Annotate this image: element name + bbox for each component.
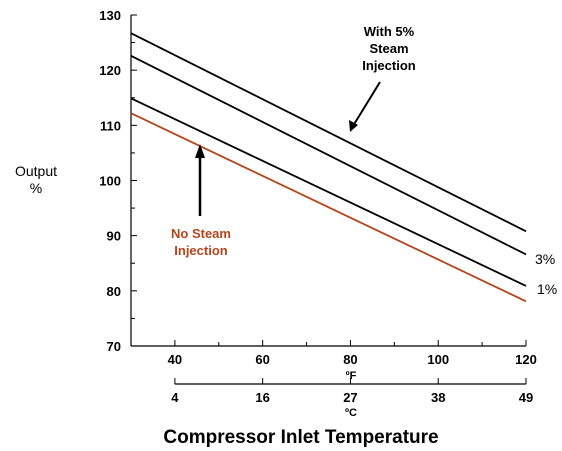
annotation-nosteam-arrowhead bbox=[195, 144, 205, 158]
y-tick-label: 120 bbox=[99, 63, 121, 78]
x-axis-unit-fahrenheit: ºF bbox=[346, 370, 357, 382]
x-tick-label-f: 40 bbox=[168, 352, 182, 367]
annotation-steam-arrowhead bbox=[349, 120, 358, 132]
x-tick-label-f: 60 bbox=[255, 352, 269, 367]
series-end-label-3pct: 3% bbox=[535, 251, 555, 267]
series-end-label-1pct: 1% bbox=[537, 281, 557, 297]
y-tick-label: 80 bbox=[107, 284, 121, 299]
y-tick-label: 130 bbox=[99, 8, 121, 23]
x-tick-label-f: 120 bbox=[515, 352, 537, 367]
annotation-steam-line2: Steam bbox=[369, 41, 408, 56]
x-tick-label-f: 80 bbox=[343, 352, 357, 367]
series-lines bbox=[130, 32, 527, 303]
annotation-nosteam-line1: No Steam bbox=[171, 226, 231, 241]
annotation-steam-line3: Injection bbox=[362, 58, 416, 73]
y-tick-label: 90 bbox=[107, 229, 121, 244]
x-tick-label-f: 100 bbox=[427, 352, 449, 367]
x-tick-label-c: 27 bbox=[343, 390, 357, 405]
annotations: With 5% Steam Injection No Steam Injecti… bbox=[171, 24, 557, 297]
y-tick-label: 100 bbox=[99, 174, 121, 189]
annotation-nosteam-line2: Injection bbox=[174, 243, 228, 258]
axes: 70 80 90 100 110 120 130 40 60 80 100 120 4 16 27 38 49 bbox=[99, 8, 537, 405]
x-tick-label-c: 38 bbox=[431, 390, 445, 405]
x-axis-unit-celsius: ºC bbox=[345, 407, 357, 419]
series-line-3 bbox=[130, 97, 527, 287]
series-line-2 bbox=[130, 54, 527, 256]
y-tick-label: 110 bbox=[100, 118, 121, 133]
series-line-4 bbox=[130, 112, 527, 303]
x-tick-label-c: 49 bbox=[519, 390, 533, 405]
y-axis-label-line1: Output bbox=[15, 163, 57, 179]
annotation-steam-arrow bbox=[352, 81, 381, 127]
chart-labels: Output % ºF ºC Compressor Inlet Temperat… bbox=[15, 163, 439, 448]
x-tick-label-c: 16 bbox=[255, 390, 269, 405]
y-axis-label-line2: % bbox=[30, 180, 42, 196]
y-tick-label: 70 bbox=[107, 339, 121, 354]
chart-title: Compressor Inlet Temperature bbox=[163, 427, 438, 448]
series-line-1 bbox=[130, 32, 527, 233]
x-tick-label-c: 4 bbox=[171, 390, 179, 405]
annotation-steam-line1: With 5% bbox=[364, 24, 415, 39]
